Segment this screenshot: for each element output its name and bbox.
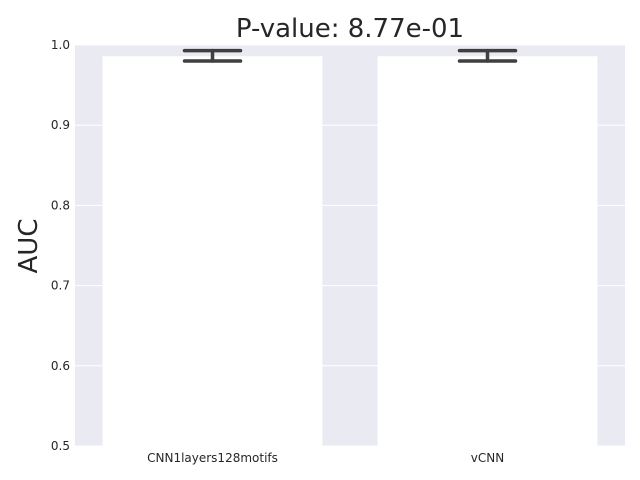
y-tick-label: 0.7 [51,279,70,293]
y-tick-label: 0.5 [51,439,70,453]
bar-CNN1layers128motifs [102,56,323,447]
y-tick-label: 0.9 [51,118,70,132]
y-tick-labels: 0.5 0.6 0.7 0.8 0.9 1.0 [51,38,70,453]
y-tick-label: 1.0 [51,38,70,52]
x-tick-labels: CNN1layers128motifs vCNN [147,451,504,465]
y-axis-label: AUC [14,219,44,274]
x-tick-label: vCNN [471,451,504,465]
bar-vCNN [377,56,598,447]
chart-title: P-value: 8.77e-01 [236,14,464,44]
x-tick-label: CNN1layers128motifs [147,451,278,465]
bars [102,56,598,447]
y-tick-label: 0.6 [51,359,70,373]
error-bars [182,48,518,63]
y-tick-label: 0.8 [51,198,70,212]
